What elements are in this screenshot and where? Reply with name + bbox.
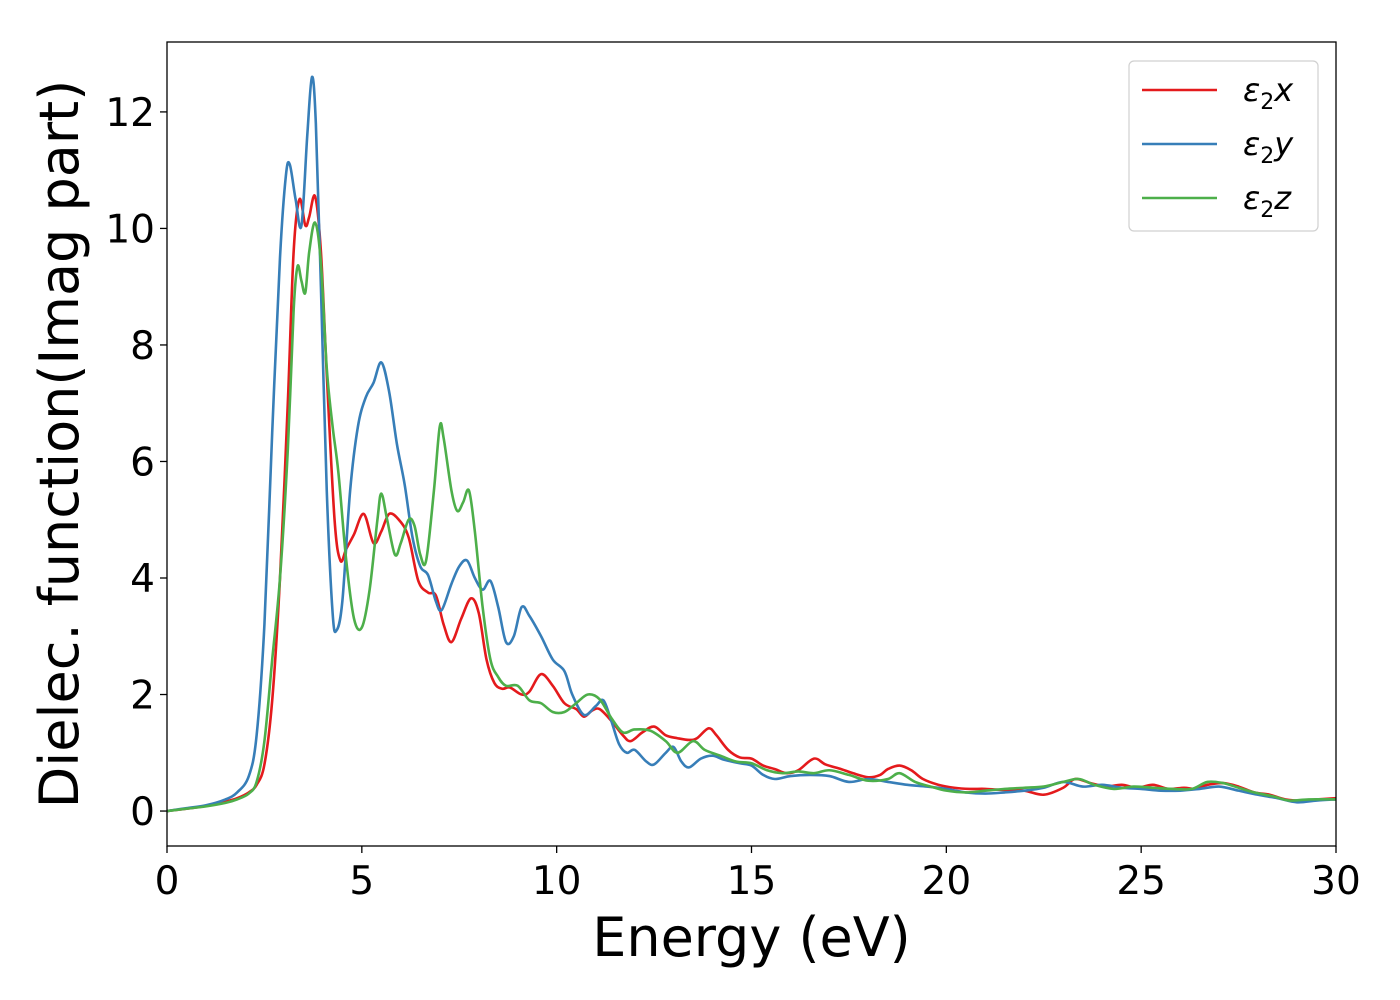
x-tick-label: 5 <box>349 859 374 904</box>
legend-box <box>1128 60 1319 232</box>
legend-item-z: ε2z <box>1142 179 1292 223</box>
y-axis-label: Dielec. function(Imag part) <box>28 80 91 809</box>
x-tick-label: 25 <box>1116 859 1166 904</box>
y-axis-ticks: 0 2 4 6 8 10 12 <box>105 91 167 835</box>
legend-item-x: ε2x <box>1142 71 1294 115</box>
x-axis-label: Energy (eV) <box>592 906 911 969</box>
legend-label: ε2x <box>1243 71 1294 115</box>
series-line-y <box>167 75 1336 813</box>
y-tick-label: 8 <box>130 324 155 369</box>
y-tick-label: 4 <box>130 557 155 602</box>
y-tick-label: 6 <box>130 440 155 485</box>
legend: ε2x ε2y ε2z <box>1128 60 1319 232</box>
series-line-z <box>167 221 1336 813</box>
series-layer <box>167 75 1336 813</box>
legend-item-y: ε2y <box>1142 125 1294 169</box>
x-tick-label: 0 <box>155 859 180 904</box>
y-tick-label: 10 <box>105 207 155 252</box>
legend-label: ε2y <box>1243 125 1294 169</box>
y-tick-label: 12 <box>105 91 155 136</box>
x-tick-label: 30 <box>1311 859 1361 904</box>
y-tick-label: 0 <box>130 790 155 835</box>
x-tick-label: 20 <box>922 859 972 904</box>
legend-label: ε2z <box>1243 179 1292 223</box>
x-axis-ticks: 0 5 10 15 20 25 30 <box>155 846 1361 904</box>
x-tick-label: 15 <box>727 859 777 904</box>
y-tick-label: 2 <box>130 674 155 719</box>
x-tick-label: 10 <box>532 859 582 904</box>
